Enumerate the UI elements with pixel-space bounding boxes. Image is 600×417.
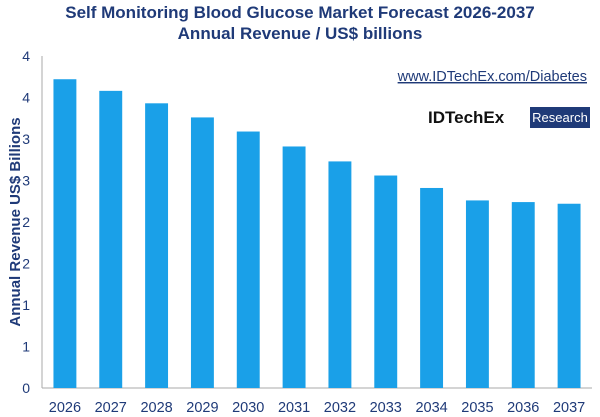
x-axis-ticks: 2026 2027 2028 2029 2030 2031 2032 2033 2034 2035… <box>49 400 585 416</box>
bar-2029 <box>190 117 214 389</box>
bar-2027 <box>99 90 123 389</box>
chart-title: Self Monitoring Blood Glucose Market For… <box>65 3 535 22</box>
chart-subtitle: Annual Revenue / US$ billions <box>177 24 423 43</box>
y-tick-label: 0 <box>22 380 30 396</box>
bar-2033 <box>374 175 398 388</box>
brand-tag-text: Research <box>532 110 588 125</box>
bar-2032 <box>328 161 352 388</box>
bar-2028 <box>145 103 169 388</box>
bars <box>53 79 581 389</box>
x-tick-label: 2036 <box>507 400 539 416</box>
x-tick-label: 2037 <box>553 400 585 416</box>
brand-tag-box <box>530 107 590 128</box>
source-link[interactable]: www.IDTechEx.com/Diabetes <box>397 69 587 85</box>
x-tick-label: 2035 <box>461 400 493 416</box>
y-tick-label: 3 <box>22 173 30 189</box>
bar-2031 <box>282 146 306 388</box>
y-tick-label: 2 <box>22 256 30 272</box>
bar-2035 <box>465 200 489 388</box>
x-tick-label: 2031 <box>278 400 310 416</box>
bar-2026 <box>53 79 77 389</box>
y-axis-ticks: 0 1 1 2 2 3 3 4 4 <box>22 48 30 396</box>
x-tick-label: 2034 <box>415 400 447 416</box>
bar-2030 <box>236 131 260 388</box>
x-tick-label: 2028 <box>140 400 172 416</box>
bar-2037 <box>557 203 581 388</box>
x-tick-label: 2033 <box>370 400 402 416</box>
y-tick-label: 4 <box>22 48 30 64</box>
brand-logo-text: IDTechEx <box>428 108 505 127</box>
bar-2036 <box>511 202 535 388</box>
y-tick-label: 2 <box>22 214 30 230</box>
x-tick-label: 2029 <box>186 400 218 416</box>
y-tick-label: 4 <box>22 90 30 106</box>
x-tick-label: 2026 <box>49 400 81 416</box>
y-tick-label: 3 <box>22 131 30 147</box>
y-tick-label: 1 <box>22 339 30 355</box>
x-tick-label: 2030 <box>232 400 264 416</box>
y-axis-label: Annual Revenue US$ Billions <box>7 117 24 326</box>
x-tick-label: 2032 <box>324 400 356 416</box>
y-tick-label: 1 <box>22 297 30 313</box>
bar-2034 <box>420 187 444 388</box>
x-tick-label: 2027 <box>95 400 127 416</box>
